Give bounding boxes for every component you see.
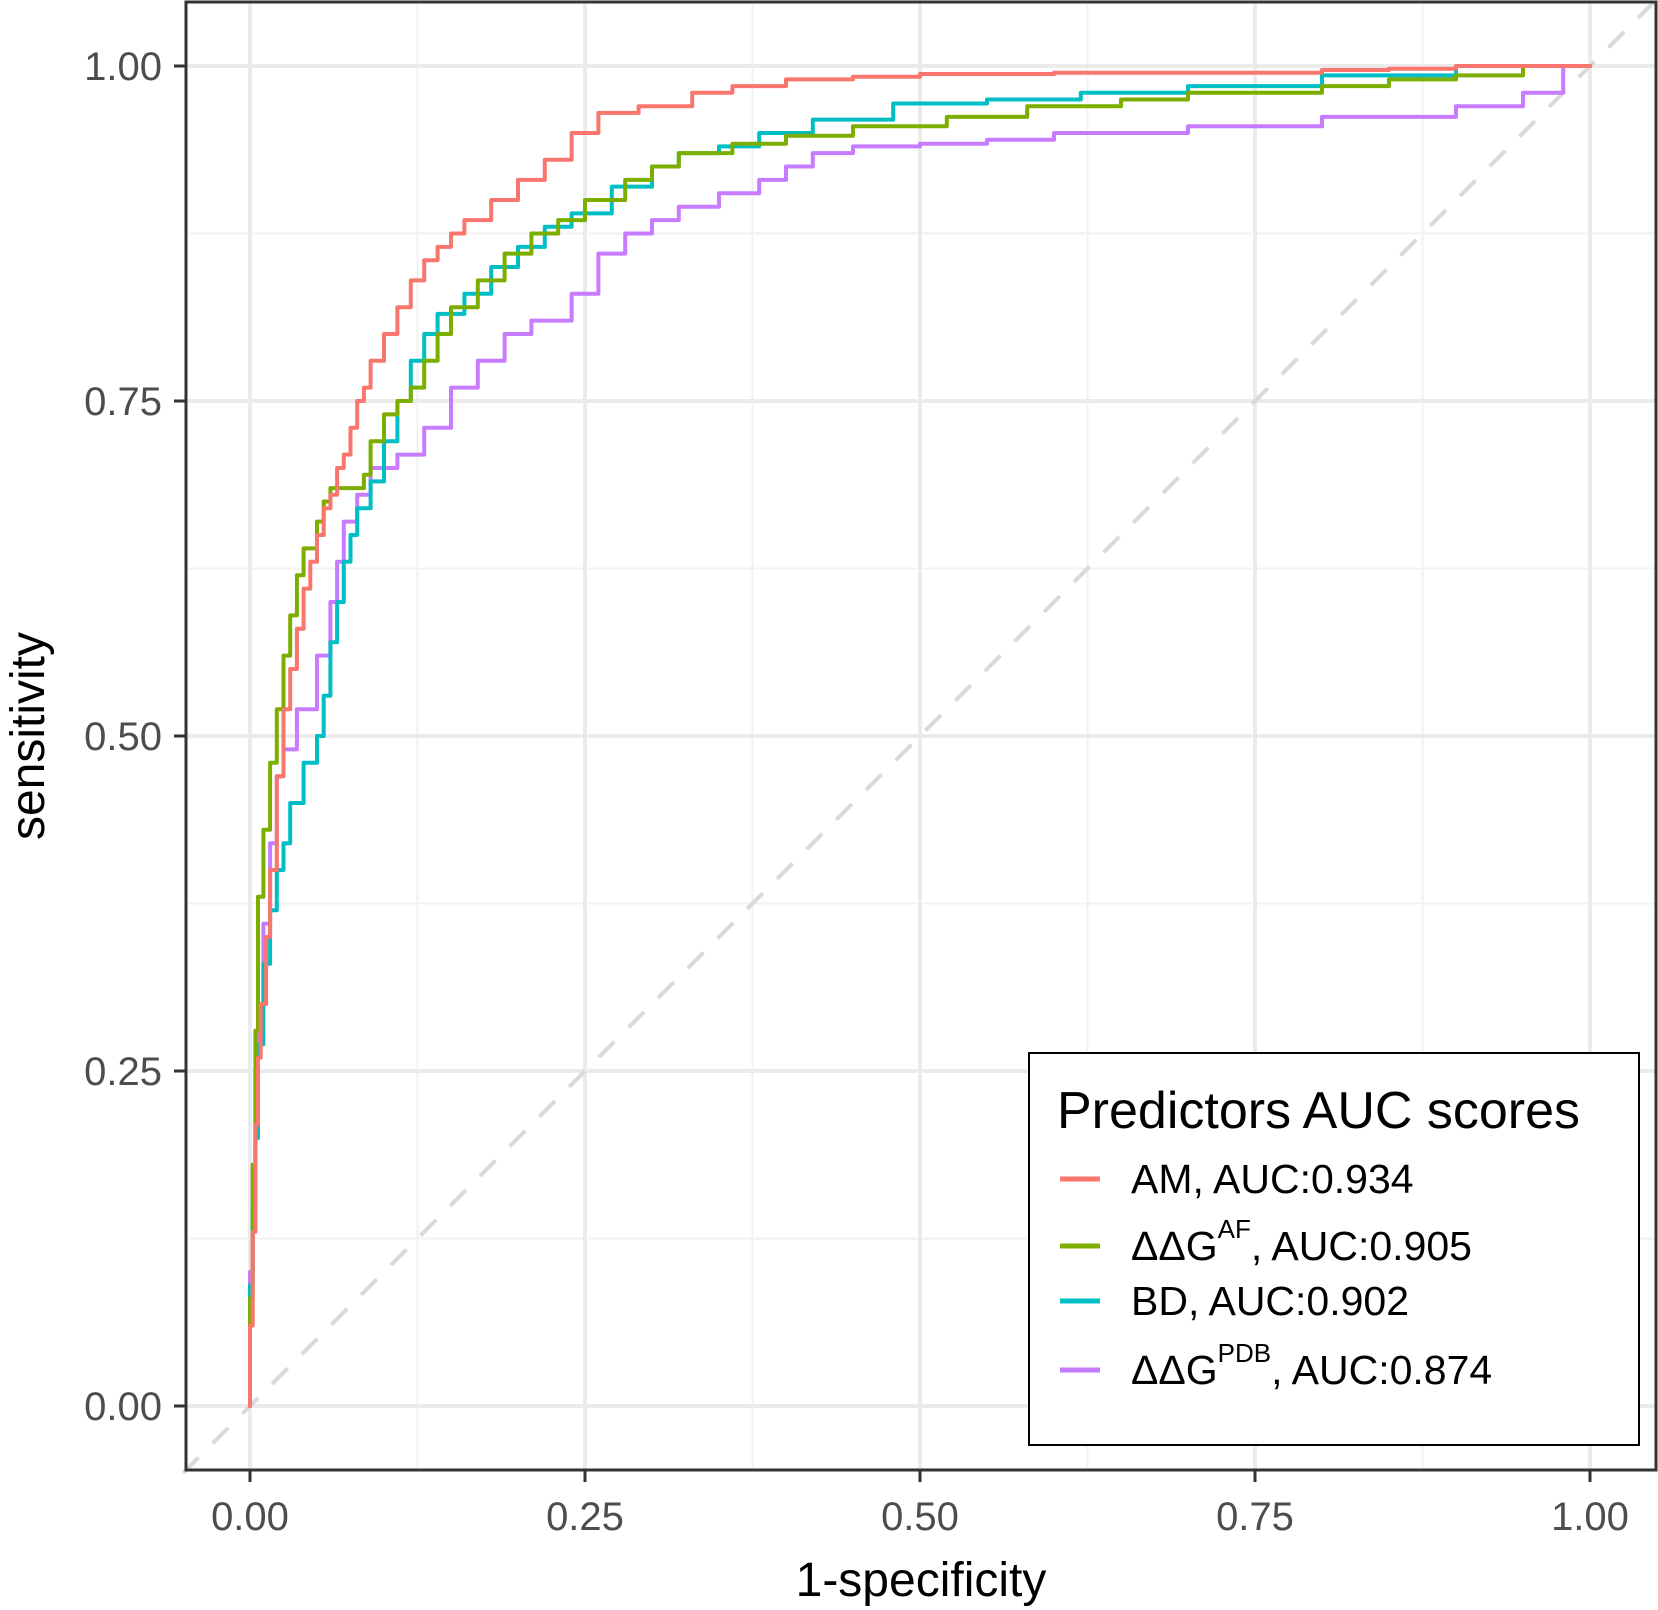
legend-label-rest: , AUC:0.874	[1271, 1347, 1492, 1393]
grid-major	[186, 2, 1656, 1470]
legend-label-superscript: PDB	[1218, 1338, 1271, 1368]
y-tick-label: 0.00	[84, 1385, 162, 1429]
x-tick-label: 0.50	[881, 1495, 959, 1539]
y-axis-title: sensitivity	[2, 632, 55, 840]
legend-label-3: BD, AUC:0.902	[1131, 1278, 1409, 1324]
legend-label-superscript: AF	[1218, 1214, 1251, 1244]
x-tick-label: 1.00	[1551, 1495, 1629, 1539]
legend-box	[1028, 1052, 1640, 1446]
reference-diagonal	[181, 0, 1658, 1475]
y-tick-label: 0.25	[84, 1050, 162, 1094]
legend-label-base: BD, AUC:0.902	[1131, 1278, 1409, 1324]
legend-title: Predictors AUC scores	[1057, 1082, 1580, 1140]
legend-label-base: AM, AUC:0.934	[1131, 1156, 1414, 1202]
x-tick-label: 0.75	[1216, 1495, 1294, 1539]
axis-ticks: 0.00 0.25 0.50 0.75 1.00 0.00 0.25 0.50 0.75 1.00	[84, 45, 1629, 1539]
legend-label-4: ΔΔGPDB, AUC:0.874	[1131, 1338, 1492, 1393]
legend-label-base: ΔΔG	[1131, 1223, 1218, 1269]
x-tick-label: 0.25	[546, 1495, 624, 1539]
legend-label-1: AM, AUC:0.934	[1131, 1156, 1414, 1202]
roc-series	[248, 64, 1592, 1408]
legend-label-2: ΔΔGAF, AUC:0.905	[1131, 1214, 1472, 1269]
roc-curve-1	[248, 64, 1592, 1408]
y-tick-label: 0.75	[84, 380, 162, 424]
y-tick-label: 0.50	[84, 715, 162, 759]
y-tick-label: 1.00	[84, 45, 162, 89]
legend-label-base: ΔΔG	[1131, 1347, 1218, 1393]
legend-label-rest: , AUC:0.905	[1251, 1223, 1472, 1269]
x-tick-label: 0.00	[211, 1495, 289, 1539]
x-axis-title: 1-specificity	[796, 1554, 1047, 1607]
legend: Predictors AUC scores AM, AUC:0.934ΔΔGAF…	[1028, 1052, 1640, 1446]
